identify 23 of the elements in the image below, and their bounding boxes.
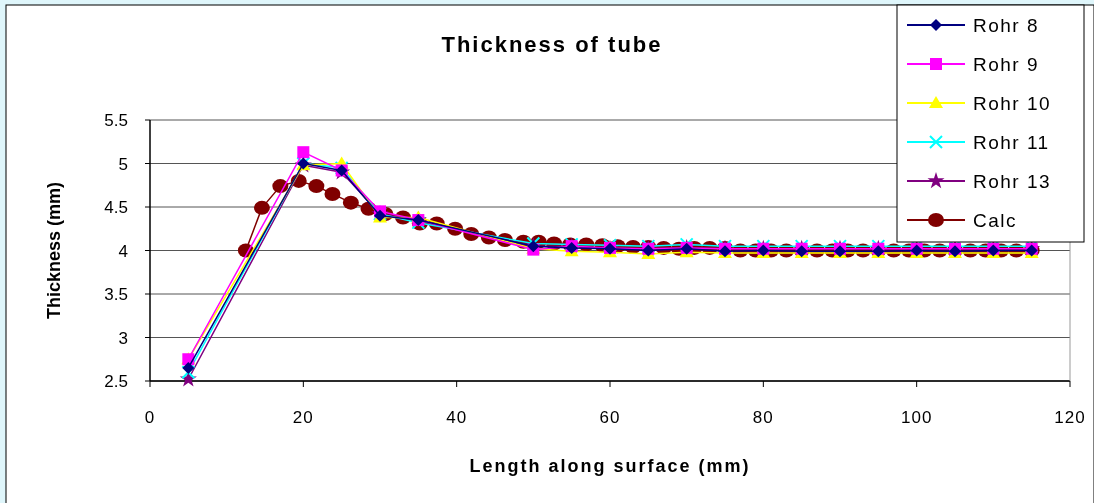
- y-axis-title: Thickness (mm): [44, 181, 64, 320]
- y-tick-label: 5: [118, 154, 128, 174]
- legend-label: Rohr 10: [973, 93, 1052, 114]
- x-tick-label: 120: [1054, 408, 1086, 427]
- legend-label: Rohr 13: [973, 171, 1052, 192]
- legend-label: Rohr 9: [973, 54, 1040, 75]
- x-tick-label: 0: [144, 408, 156, 427]
- chart-title: Thickness of tube: [441, 32, 663, 57]
- x-tick-label: 80: [752, 408, 774, 427]
- x-tick-label: 20: [292, 408, 314, 427]
- legend-label: Rohr 8: [973, 15, 1040, 36]
- y-tick-label: 4.5: [104, 198, 128, 217]
- x-tick-label: 40: [446, 408, 468, 427]
- legend-label: Calc: [973, 210, 1018, 231]
- x-tick-label: 100: [900, 408, 933, 427]
- legend-label: Rohr 11: [973, 132, 1050, 153]
- x-tick-label: 60: [599, 408, 621, 427]
- y-tick-label: 3: [118, 328, 128, 348]
- y-tick-label: 4: [118, 241, 128, 261]
- y-tick-label: 5.5: [104, 111, 128, 130]
- y-tick-label: 3.5: [104, 285, 128, 304]
- y-tick-label: 2.5: [104, 372, 128, 391]
- x-axis-title: Length along surface (mm): [469, 456, 751, 476]
